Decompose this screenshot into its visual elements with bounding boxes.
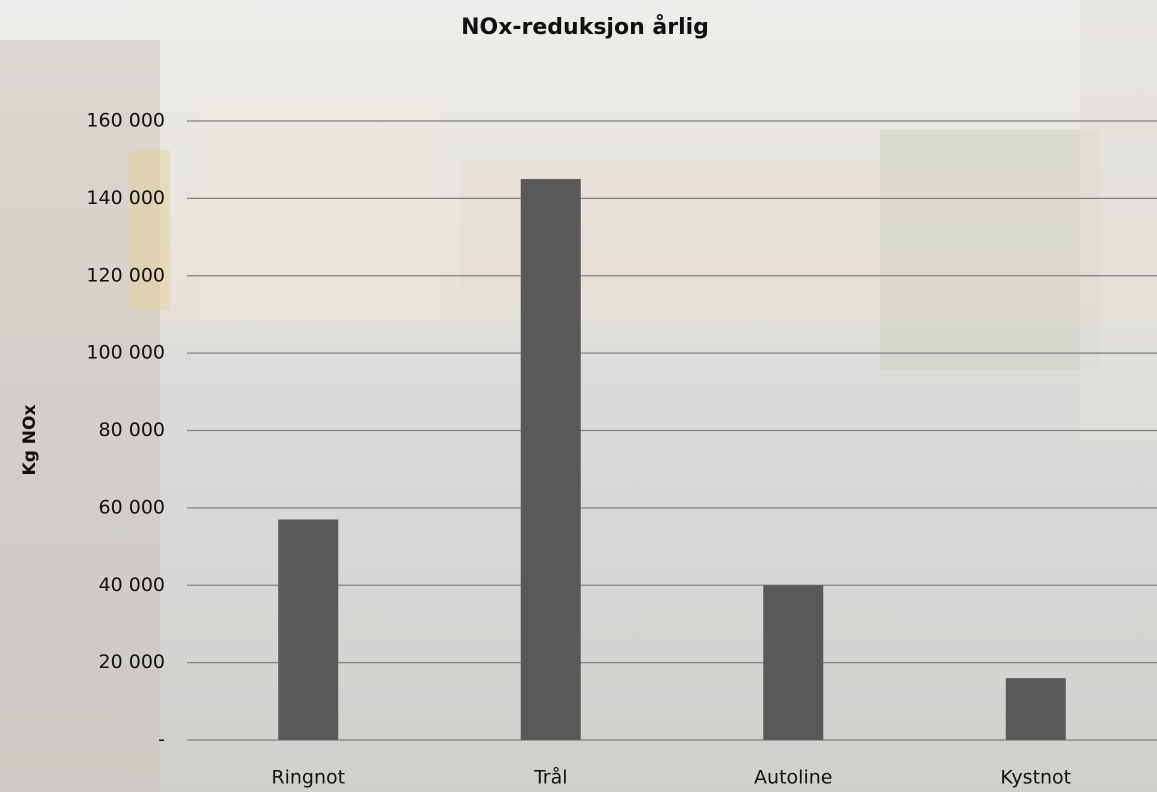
background-building <box>130 150 170 310</box>
y-tick-label: - <box>158 729 165 751</box>
y-tick-label: 120 000 <box>86 264 165 286</box>
y-tick-label: 40 000 <box>99 574 165 596</box>
chart-title: NOx-reduksjon årlig <box>461 14 709 40</box>
bar <box>763 585 824 740</box>
bar <box>520 179 581 740</box>
x-tick-label: Kystnot <box>1000 767 1071 789</box>
x-tick-label: Ringnot <box>271 767 345 789</box>
y-tick-label: 20 000 <box>99 651 165 673</box>
bar <box>278 519 339 740</box>
background-building <box>880 130 1100 370</box>
x-tick-label: Autoline <box>754 767 832 789</box>
x-tick-label: Trål <box>533 766 568 789</box>
bar <box>1005 678 1066 740</box>
background-building <box>200 100 440 320</box>
y-tick-label: 160 000 <box>86 110 165 132</box>
y-tick-label: 60 000 <box>99 496 165 518</box>
y-tick-label: 100 000 <box>86 342 165 364</box>
y-axis-label: Kg NOx <box>20 405 40 476</box>
background-building <box>1080 0 1157 440</box>
y-tick-label: 80 000 <box>99 419 165 441</box>
y-tick-label: 140 000 <box>86 187 165 209</box>
